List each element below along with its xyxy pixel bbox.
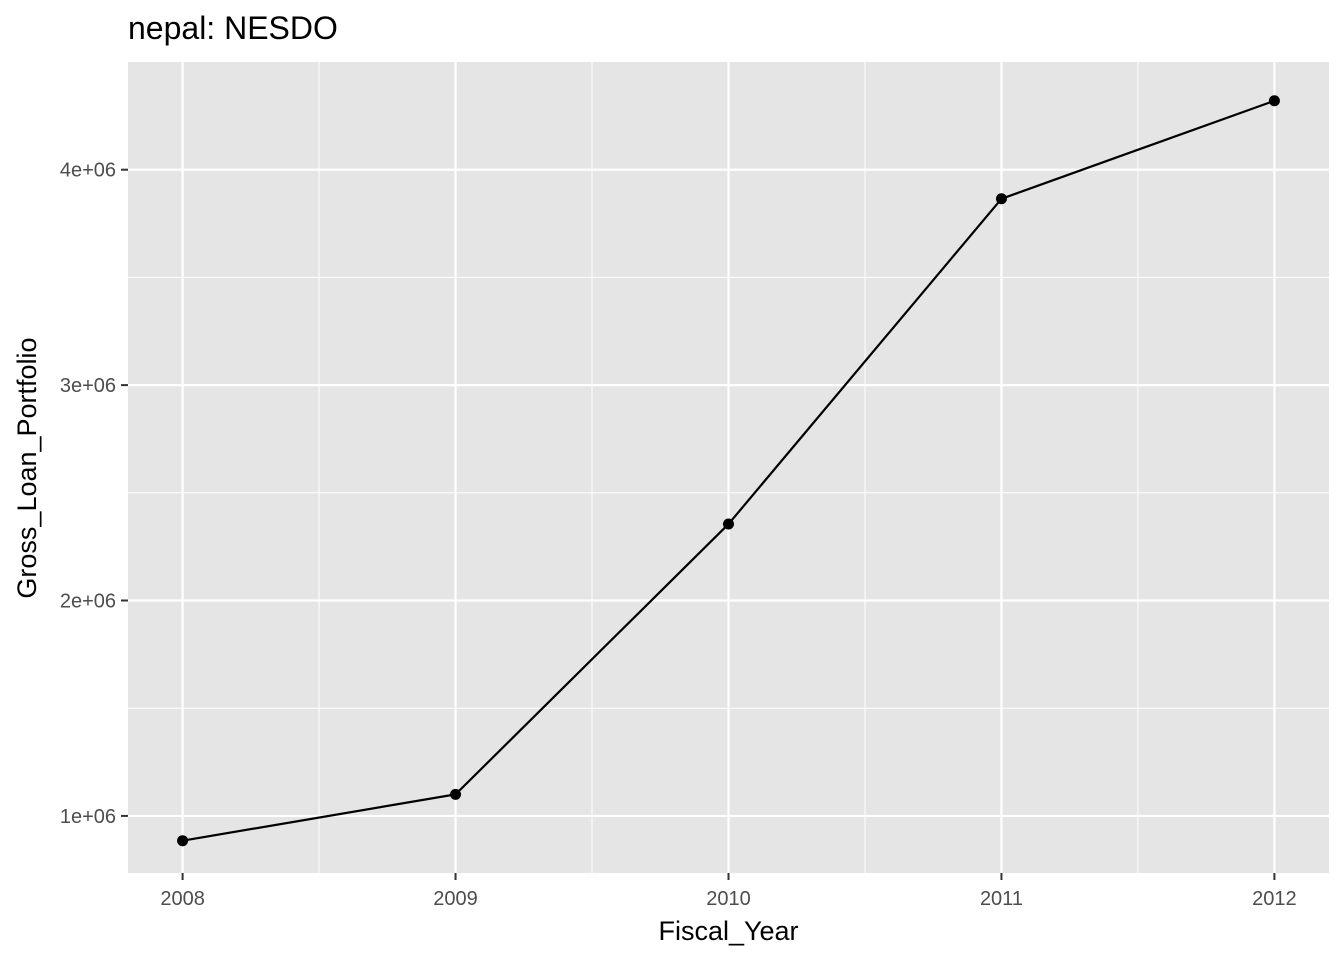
y-tick-labels: 1e+06 2e+06 3e+06 4e+06	[60, 160, 116, 828]
axis-ticks	[121, 168, 1276, 880]
y-axis-title: Gross_Loan_Portfolio	[12, 337, 42, 598]
x-tick-label: 2010	[706, 888, 751, 910]
x-tick-label: 2008	[160, 888, 205, 910]
data-point	[995, 193, 1007, 205]
x-axis-title: Fiscal_Year	[658, 916, 798, 946]
y-tick-label: 3e+06	[60, 375, 116, 397]
y-tick-label: 1e+06	[60, 806, 116, 828]
x-tick-labels: 2008 2009 2010 2011 2012	[160, 888, 1296, 910]
series-layer	[177, 95, 1280, 847]
chart-title: nepal: NESDO	[128, 10, 338, 46]
y-tick-label: 4e+06	[60, 160, 116, 182]
data-point	[723, 518, 734, 530]
data-point	[450, 788, 462, 800]
data-point	[1268, 95, 1280, 107]
x-tick-label: 2011	[980, 888, 1023, 910]
x-tick-label: 2012	[1252, 888, 1297, 910]
x-tick-label: 2009	[433, 888, 478, 910]
y-tick-label: 2e+06	[60, 591, 116, 613]
data-point	[177, 835, 189, 847]
